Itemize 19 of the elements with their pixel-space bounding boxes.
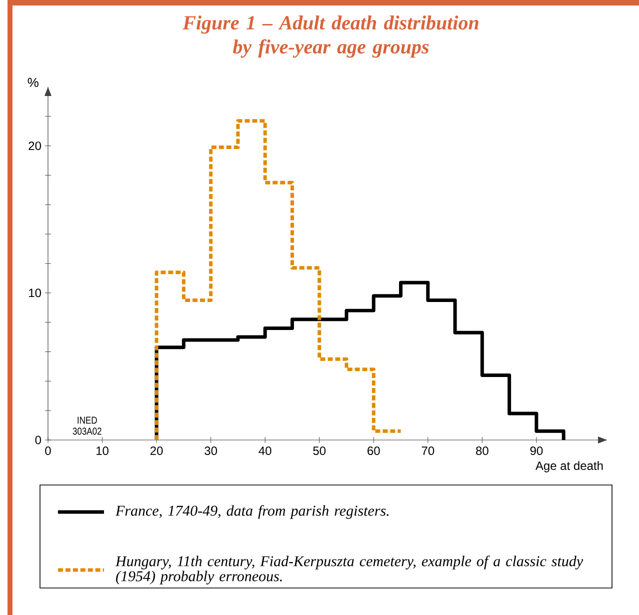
annotation: INED 303A02 [72,416,102,435]
x-tick-label: 90 [530,446,543,456]
x-axis-title: Age at death [535,461,603,472]
x-tick-label: 60 [368,446,380,456]
x-tick-label: 20 [150,446,163,456]
x-tick-label: 70 [422,446,434,456]
x-tick-label: 50 [313,446,326,456]
x-tick-label: 80 [476,446,488,456]
legend-label: France, 1740-49, data from parish registers. [115,505,388,519]
y-axis-title: % [28,78,38,88]
chart-title: Figure 1 – Adult death distribution by five-year age groups [182,16,478,58]
y-tick-label: 10 [29,288,42,298]
y-tick-label: 0 [35,436,42,444]
x-tick-label: 30 [204,446,218,456]
x-tick-label: 0 [45,446,51,456]
x-tick-label: 10 [96,446,108,456]
y-tick-label: 20 [28,142,42,150]
x-tick-label: 40 [258,446,272,456]
legend-label: Hungary, 11th century, Fiad-Kerpuszta cemetery, example of a classic study (1954) probably erroneous. [115,556,584,584]
